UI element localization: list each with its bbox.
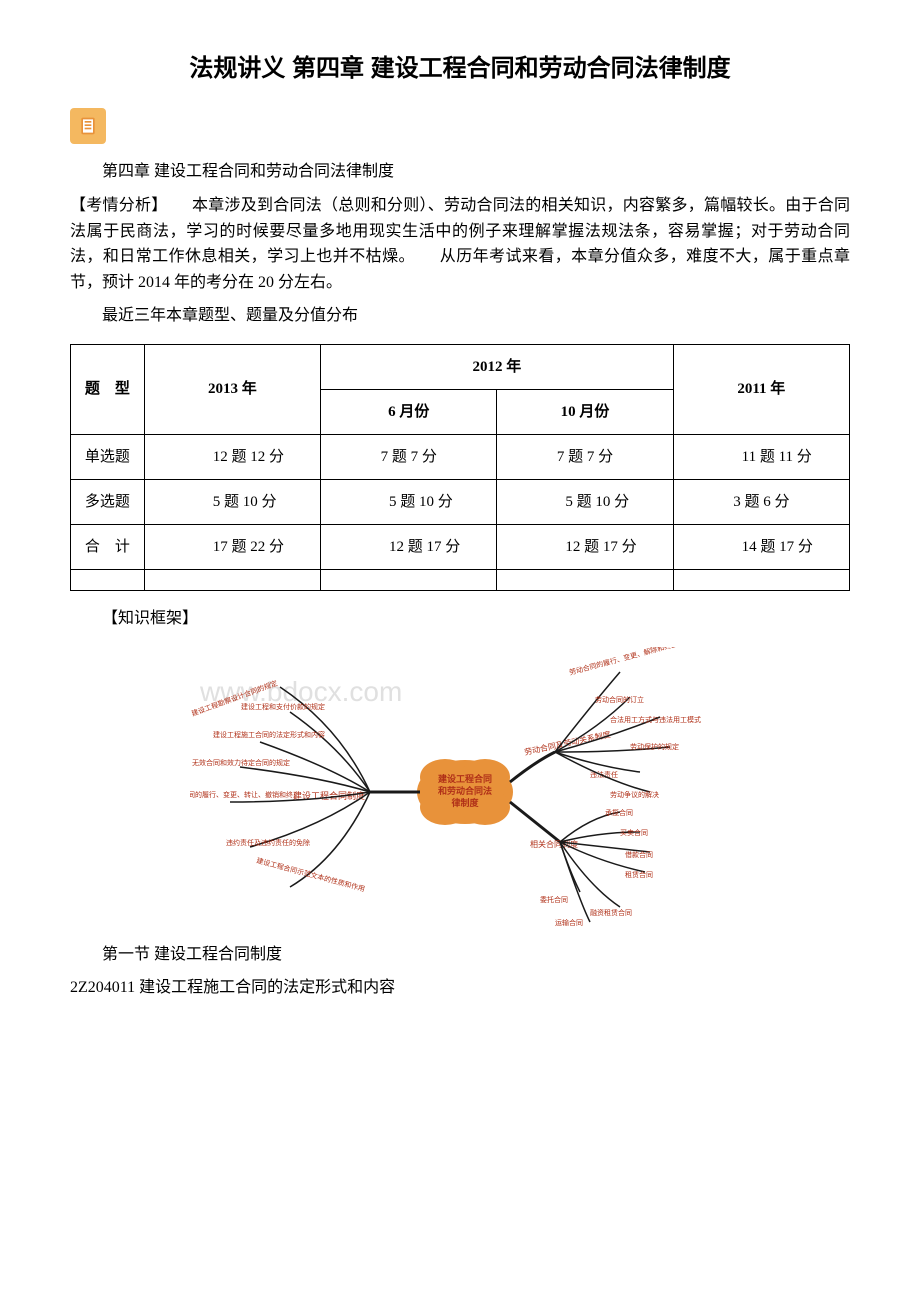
analysis-label: 【考情分析】: [70, 197, 160, 214]
cell: 14 题 17 分: [673, 524, 849, 569]
svg-text:合同的履行、变更、转让、撤销和终止: 合同的履行、变更、转让、撤销和终止: [190, 790, 300, 799]
mindmap-diagram: 建设工程合同 和劳动合同法 律制度 建设工程合同制度 建设工程勘察设计合同的规定…: [190, 647, 730, 927]
th-2012: 2012 年: [321, 344, 674, 389]
cell: [71, 569, 145, 590]
th-2011: 2011 年: [673, 344, 849, 434]
cell: 17 题 22 分: [144, 524, 320, 569]
svg-text:建设工程勘察设计合同的规定: 建设工程勘察设计合同的规定: [190, 678, 279, 718]
cell: 单选题: [71, 434, 145, 479]
svg-text:劳动争议的解决: 劳动争议的解决: [610, 790, 659, 799]
cell: [144, 569, 320, 590]
svg-text:劳动合同及劳动关系制度: 劳动合同及劳动关系制度: [523, 728, 611, 756]
cell: [321, 569, 497, 590]
svg-text:建设工程和支付价款的规定: 建设工程和支付价款的规定: [241, 702, 325, 711]
section-1-heading: 第一节 建设工程合同制度: [70, 942, 850, 968]
table-row: 多选题 5 题 10 分 5 题 10 分 5 题 10 分 3 题 6 分: [71, 479, 850, 524]
analysis-paragraph: 【考情分析】 本章涉及到合同法（总则和分则）、劳动合同法的相关知识，内容繁多，篇…: [70, 193, 850, 295]
th-2013: 2013 年: [144, 344, 320, 434]
svg-text:无效合同和效力待定合同的规定: 无效合同和效力待定合同的规定: [192, 758, 290, 767]
svg-text:建设工程施工合同的法定形式和内容: 建设工程施工合同的法定形式和内容: [213, 730, 325, 739]
cell: 3 题 6 分: [673, 479, 849, 524]
table-row: 单选题 12 题 12 分 7 题 7 分 7 题 7 分 11 题 11 分: [71, 434, 850, 479]
svg-text:融资租赁合同: 融资租赁合同: [590, 908, 632, 917]
svg-text:委托合同: 委托合同: [540, 895, 568, 904]
svg-text:运输合同: 运输合同: [555, 918, 583, 927]
svg-text:劳动保护的规定: 劳动保护的规定: [630, 742, 679, 751]
table-header-row-1: 题 型 2013 年 2012 年 2011 年: [71, 344, 850, 389]
cell: [673, 569, 849, 590]
svg-text:和劳动合同法: 和劳动合同法: [437, 785, 492, 796]
section-1-code: 2Z204011 建设工程施工合同的法定形式和内容: [70, 975, 850, 1001]
table-row: 合 计 17 题 22 分 12 题 17 分 12 题 17 分 14 题 1…: [71, 524, 850, 569]
cell: 12 题 17 分: [321, 524, 497, 569]
th-2012-june: 6 月份: [321, 389, 497, 434]
table-caption: 最近三年本章题型、题量及分值分布: [70, 303, 850, 329]
cell: 多选题: [71, 479, 145, 524]
document-title: 法规讲义 第四章 建设工程合同和劳动合同法律制度: [70, 50, 850, 88]
svg-text:建设工程合同示范文本的性质和作用: 建设工程合同示范文本的性质和作用: [255, 855, 366, 893]
cell: 12 题 17 分: [497, 524, 673, 569]
cell: 12 题 12 分: [144, 434, 320, 479]
cell: 7 题 7 分: [497, 434, 673, 479]
table-row-empty: [71, 569, 850, 590]
svg-text:合法用工方式与违法用工模式: 合法用工方式与违法用工模式: [610, 715, 701, 724]
framework-label: 【知识框架】: [70, 606, 850, 632]
cell: 7 题 7 分: [321, 434, 497, 479]
svg-text:建设工程合同: 建设工程合同: [438, 773, 492, 784]
svg-text:劳动合同的履行、变更、解除和终止: 劳动合同的履行、变更、解除和终止: [568, 647, 679, 677]
chapter-heading: 第四章 建设工程合同和劳动合同法律制度: [70, 159, 850, 185]
svg-text:违约责任及违约责任的免除: 违约责任及违约责任的免除: [226, 838, 310, 847]
cell: 11 题 11 分: [673, 434, 849, 479]
svg-text:买卖合同: 买卖合同: [620, 828, 648, 837]
cell: [497, 569, 673, 590]
svg-text:律制度: 律制度: [450, 797, 479, 808]
cell: 5 题 10 分: [144, 479, 320, 524]
score-table: 题 型 2013 年 2012 年 2011 年 6 月份 10 月份 单选题 …: [70, 344, 850, 591]
th-2012-oct: 10 月份: [497, 389, 673, 434]
svg-text:借款合同: 借款合同: [625, 850, 653, 859]
cell: 5 题 10 分: [497, 479, 673, 524]
document-icon: [70, 108, 106, 144]
cell: 5 题 10 分: [321, 479, 497, 524]
analysis-text: 本章涉及到合同法（总则和分则）、劳动合同法的相关知识，内容繁多，篇幅较长。由于合…: [70, 197, 850, 291]
cell: 合 计: [71, 524, 145, 569]
svg-text:承揽合同: 承揽合同: [605, 808, 633, 817]
svg-text:租赁合同: 租赁合同: [625, 870, 653, 879]
svg-text:劳动合同的订立: 劳动合同的订立: [595, 695, 644, 704]
th-type: 题 型: [71, 344, 145, 434]
